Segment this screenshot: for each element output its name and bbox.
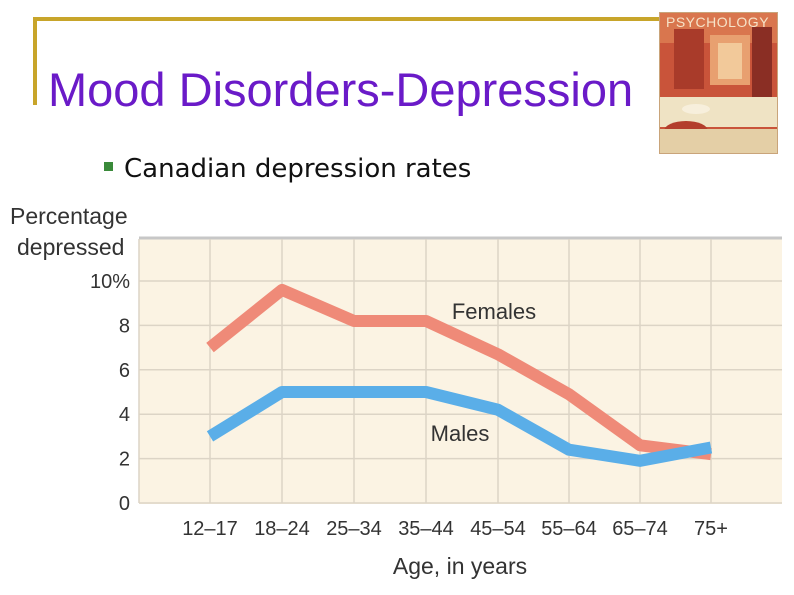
x-tick-label: 65–74 — [612, 518, 668, 540]
y-tick-label: 2 — [119, 449, 130, 471]
y-tick-label: 10% — [90, 271, 130, 293]
series-label-females: Females — [452, 299, 536, 324]
y-tick-labels: 10% 8 6 4 2 0 — [90, 271, 130, 515]
series-label-males: Males — [431, 421, 490, 446]
x-tick-labels: 12–17 18–24 25–34 35–44 45–54 55–64 65–74 75+ — [182, 518, 728, 540]
y-axis-label-line1: Percentage — [10, 203, 128, 229]
x-tick-label: 25–34 — [326, 518, 382, 540]
x-tick-label: 18–24 — [254, 518, 310, 540]
series-lines — [206, 283, 713, 467]
frame-left-line — [33, 17, 37, 105]
slide-title: Mood Disorders-Depression — [48, 63, 634, 116]
frame-top-line — [33, 17, 663, 21]
x-tick-label: 75+ — [694, 518, 728, 540]
y-tick-label: 8 — [119, 315, 130, 337]
x-tick-label: 35–44 — [398, 518, 454, 540]
x-tick-label: 45–54 — [470, 518, 526, 540]
book-cover-art: PSYCHOLOGY — [660, 13, 777, 153]
y-tick-label: 4 — [119, 404, 130, 426]
bullet-item: Canadian depression rates — [104, 154, 471, 184]
x-axis-label: Age, in years — [393, 553, 527, 579]
depression-chart: Percentage depressed 10% 8 6 4 2 0 12–17 18–24… — [10, 203, 782, 579]
plot-background — [139, 239, 782, 504]
series-labels: Females Males — [431, 299, 537, 446]
x-tick-label: 12–17 — [182, 518, 238, 540]
y-tick-label: 0 — [119, 493, 130, 515]
book-cover-image: PSYCHOLOGY — [659, 12, 778, 154]
bullet-text: Canadian depression rates — [124, 154, 472, 184]
bullet-square-icon — [104, 162, 113, 171]
series-line-females — [206, 283, 712, 461]
cover-title-text: PSYCHOLOGY — [666, 14, 769, 30]
y-axis-label-line2: depressed — [17, 234, 124, 260]
series-line-males — [206, 386, 713, 467]
x-tick-label: 55–64 — [541, 518, 597, 540]
y-tick-label: 6 — [119, 360, 130, 382]
